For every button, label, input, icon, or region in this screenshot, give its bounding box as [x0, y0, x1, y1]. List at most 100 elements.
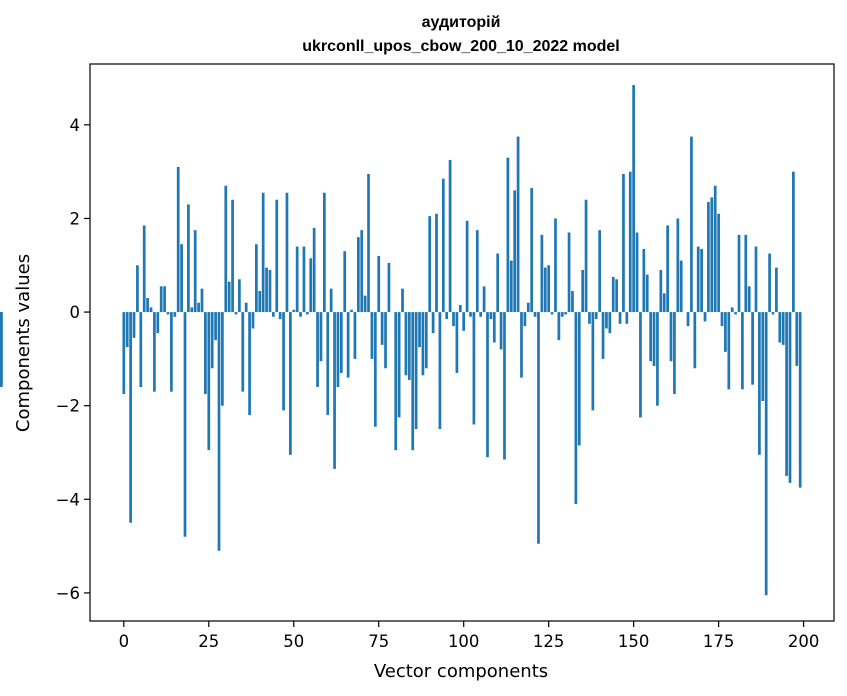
bar-component-115 — [513, 190, 517, 313]
x-tick-label: 100 — [448, 632, 480, 651]
bar-component-198 — [795, 312, 799, 366]
bar-component-130 — [564, 312, 568, 315]
bar-component-2 — [129, 312, 132, 523]
chart-title-line1: аудиторій — [422, 14, 501, 31]
bar-component-128 — [557, 312, 561, 341]
bar-component-54 — [305, 312, 309, 315]
bar-component-58 — [319, 312, 323, 362]
bar-component-90 — [428, 216, 432, 313]
bar-component-18 — [183, 312, 187, 537]
bar-component-174 — [713, 185, 717, 313]
bar-component-83 — [404, 312, 408, 376]
bar-component-17 — [180, 244, 183, 313]
bar-component-69 — [356, 237, 360, 313]
bar-component-196 — [788, 312, 792, 483]
bar-component-134 — [577, 312, 581, 446]
bar-component-121 — [533, 312, 537, 317]
bar-component-122 — [537, 312, 540, 544]
bar-component-183 — [744, 234, 748, 313]
y-tick-label: −2 — [56, 397, 80, 416]
bar-component-16 — [176, 166, 180, 313]
bar-component-14 — [170, 312, 173, 392]
bar-component-22 — [197, 302, 200, 313]
bar-component-180 — [734, 312, 737, 315]
bar-component-42 — [265, 267, 268, 313]
bar-component-62 — [333, 312, 336, 469]
bar-component-77 — [384, 312, 387, 369]
bar-component-67 — [350, 309, 353, 313]
bar-component-28 — [217, 312, 221, 551]
bar-component-154 — [645, 274, 649, 313]
bar-component-126 — [550, 312, 554, 315]
bar-component-159 — [662, 293, 666, 313]
bar-component-68 — [353, 312, 357, 359]
x-tick-label: 25 — [198, 632, 219, 651]
bar-component-131 — [567, 232, 571, 313]
bar-component-1 — [125, 312, 129, 348]
x-tick-label: 0 — [119, 632, 130, 651]
bar-component-37 — [248, 312, 251, 416]
bar-component-undefined — [0, 312, 3, 385]
bar-component-43 — [268, 269, 272, 313]
bar-component-46 — [278, 312, 282, 320]
bar-component-179 — [730, 307, 734, 313]
bar-component-50 — [292, 309, 296, 313]
bar-component-8 — [149, 307, 153, 313]
bar-component-12 — [163, 286, 166, 313]
bar-component-35 — [241, 312, 245, 392]
bar-component-65 — [343, 251, 347, 313]
bar-component-156 — [652, 312, 656, 366]
bar-component-117 — [520, 312, 523, 378]
bar-component-7 — [146, 298, 149, 313]
bar-component-102 — [469, 312, 472, 317]
bar-component-158 — [659, 269, 663, 313]
x-axis-label: Vector components — [374, 661, 548, 682]
bar-component-142 — [605, 312, 608, 329]
bar-component-91 — [431, 312, 435, 334]
bar-component-144 — [611, 276, 615, 313]
plot-frame — [89, 63, 835, 622]
bar-component-140 — [598, 230, 602, 313]
bar-component-195 — [785, 312, 788, 476]
bar-component-36 — [244, 302, 248, 313]
bar-component-38 — [251, 312, 255, 329]
bar-component-193 — [778, 312, 782, 343]
bar-component-184 — [747, 286, 751, 313]
bar-component-88 — [421, 312, 425, 376]
bar-component-94 — [441, 178, 445, 313]
bar-component-78 — [387, 262, 391, 313]
bar-component-182 — [741, 312, 744, 390]
bar-component-118 — [523, 312, 527, 327]
bar-component-10 — [156, 312, 160, 334]
bar-component-177 — [724, 312, 727, 352]
bar-component-119 — [526, 302, 530, 313]
bar-component-11 — [159, 286, 163, 313]
bar-component-101 — [465, 220, 469, 313]
y-tick-label: −6 — [56, 584, 80, 603]
bar-component-23 — [200, 288, 204, 313]
bar-component-64 — [339, 312, 343, 373]
bar-component-76 — [380, 312, 384, 345]
chart-title-line2: ukrconll_upos_cbow_200_10_2022 model — [302, 38, 619, 55]
bar-component-86 — [414, 312, 418, 430]
bar-component-81 — [397, 312, 401, 418]
x-axis-ticks: 0 25 50 75 100 125 150 175 200 — [119, 621, 820, 651]
bar-component-125 — [547, 265, 551, 313]
x-tick-label: 125 — [533, 632, 565, 651]
y-axis-label: Components values — [13, 254, 34, 432]
bar-component-56 — [312, 227, 316, 313]
bar-component-15 — [173, 312, 177, 317]
bar-component-157 — [656, 312, 659, 406]
bar-component-116 — [516, 136, 520, 313]
bar-component-129 — [560, 312, 564, 317]
bar-component-85 — [411, 312, 415, 451]
bar-component-93 — [438, 312, 442, 430]
x-tick-label: 200 — [788, 632, 820, 651]
bar-component-13 — [166, 312, 170, 315]
bar-component-110 — [496, 253, 500, 313]
bar-component-71 — [363, 295, 367, 313]
bar-component-105 — [479, 312, 483, 317]
bar-component-152 — [639, 312, 642, 418]
bar-component-199 — [798, 312, 802, 488]
bar-component-34 — [238, 279, 241, 313]
